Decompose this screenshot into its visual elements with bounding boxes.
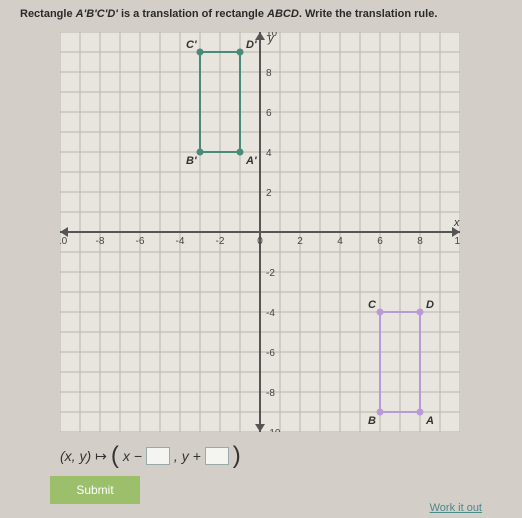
q-prefix: Rectangle (20, 8, 76, 20)
svg-text:-10: -10 (60, 236, 68, 247)
svg-text:C': C' (186, 39, 197, 51)
question-text: Rectangle A'B'C'D' is a translation of r… (20, 8, 437, 20)
svg-text:8: 8 (266, 68, 272, 79)
svg-text:A: A (425, 415, 434, 427)
rparen: ) (233, 444, 241, 468)
submit-button[interactable]: Submit (50, 476, 140, 504)
svg-text:D': D' (246, 39, 257, 51)
svg-text:6: 6 (377, 236, 383, 247)
svg-text:B: B (368, 415, 376, 427)
svg-text:10: 10 (454, 236, 460, 247)
svg-text:B': B' (186, 155, 197, 167)
svg-text:4: 4 (266, 148, 272, 159)
svg-text:2: 2 (297, 236, 303, 247)
rule-y: , y + (174, 448, 201, 464)
svg-text:D: D (426, 299, 434, 311)
svg-text:-2: -2 (216, 236, 225, 247)
svg-text:-2: -2 (266, 268, 275, 279)
lparen: ( (111, 444, 119, 468)
q-r1: A'B'C'D' (76, 8, 118, 20)
svg-text:-4: -4 (266, 308, 275, 319)
svg-text:-8: -8 (96, 236, 105, 247)
svg-text:A': A' (245, 155, 257, 167)
q-mid: is a translation of rectangle (118, 8, 267, 20)
svg-text:-10: -10 (266, 428, 281, 432)
svg-text:C: C (368, 299, 377, 311)
svg-text:x: x (453, 217, 460, 229)
rule-x: x − (123, 448, 142, 464)
svg-text:-8: -8 (266, 388, 275, 399)
svg-text:2: 2 (266, 188, 272, 199)
translation-rule: (x, y) ↦ ( x − , y + ) (60, 444, 241, 468)
coordinate-grid: -10-8-6-4-20246810108642-2-4-6-8-10xyCDB… (60, 32, 460, 432)
svg-text:4: 4 (337, 236, 343, 247)
blank-y[interactable] (205, 447, 229, 465)
svg-text:-6: -6 (136, 236, 145, 247)
svg-text:-4: -4 (176, 236, 185, 247)
q-suffix: . Write the translation rule. (299, 8, 438, 20)
rule-arrow: ↦ (95, 448, 107, 465)
blank-x[interactable] (146, 447, 170, 465)
work-it-out-link[interactable]: Work it out (430, 502, 482, 514)
svg-text:6: 6 (266, 108, 272, 119)
svg-text:-6: -6 (266, 348, 275, 359)
q-r2: ABCD (267, 8, 299, 20)
svg-text:0: 0 (257, 236, 263, 247)
svg-text:8: 8 (417, 236, 423, 247)
grid-svg: -10-8-6-4-20246810108642-2-4-6-8-10xyCDB… (60, 32, 460, 432)
rule-lhs: (x, y) (60, 448, 91, 464)
